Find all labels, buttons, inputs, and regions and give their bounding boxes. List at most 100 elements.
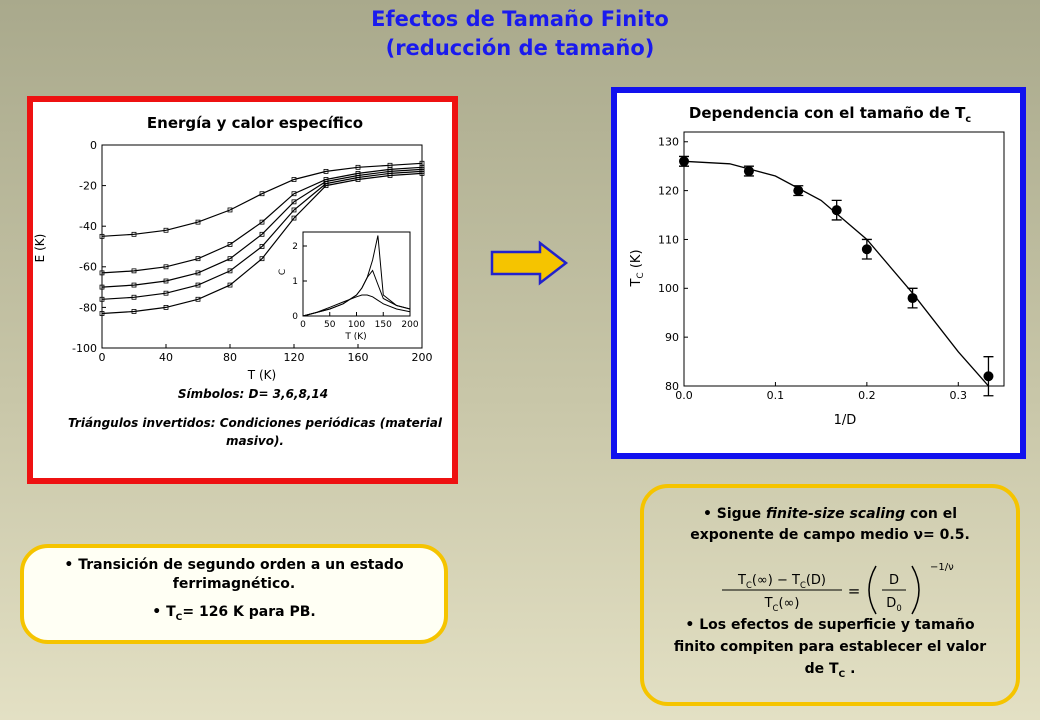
series-line: [302, 235, 411, 317]
marker: [291, 207, 297, 213]
caption: Triángulos invertidos: Condiciones perió…: [68, 416, 442, 448]
marker: [131, 309, 137, 314]
marker: [163, 278, 169, 284]
marker: [131, 282, 137, 288]
title: Efectos de Tamaño Finito: [371, 7, 669, 31]
y-tick-label: 1: [292, 277, 298, 287]
x-tick-label: 0.3: [950, 389, 968, 402]
paren: [868, 565, 877, 615]
y-tick-label: -40: [79, 220, 97, 233]
t: T: [737, 573, 746, 588]
y-tick-label: -20: [79, 179, 97, 192]
marker: [227, 256, 233, 262]
t: T: [166, 604, 176, 620]
series-line: [683, 160, 989, 387]
t: T: [764, 596, 773, 611]
marker: [793, 185, 804, 196]
marker: [259, 244, 265, 249]
series-line: [302, 294, 411, 317]
marker: [227, 207, 233, 213]
marker: [831, 205, 842, 216]
x-tick-label: 100: [348, 320, 365, 330]
y-tick-label: 0: [292, 312, 298, 322]
formula-text: TC(∞): [764, 596, 800, 613]
y-tick-label: -80: [79, 301, 97, 314]
formula-text: D0: [886, 596, 901, 613]
title: (reducción de tamaño): [386, 36, 655, 60]
marker: [323, 183, 329, 189]
y-tick-label: -100: [72, 342, 97, 355]
series-line: [101, 170, 423, 300]
caption: Símbolos: D= 3,6,8,14: [178, 387, 328, 401]
y-tick-label: 0: [90, 139, 97, 152]
t: D: [886, 596, 896, 611]
sub: C: [746, 580, 752, 590]
marker: [291, 215, 297, 221]
paren: [911, 565, 920, 615]
y-tick-label: -60: [79, 261, 97, 274]
marker: [355, 177, 361, 182]
marker: [291, 191, 297, 197]
y-tick-label: 130: [658, 136, 679, 149]
y-label-part: (K): [629, 249, 644, 272]
marker: [259, 256, 265, 262]
sub: C: [175, 612, 183, 623]
t: con el exponente de campo medio ν= 0.5.: [690, 506, 970, 543]
marker: [99, 233, 105, 239]
y-tick-label: 2: [292, 242, 298, 252]
x-tick-label: 0: [300, 320, 306, 330]
series-line: [101, 162, 423, 237]
marker: [99, 296, 105, 302]
t: (∞) − T: [752, 573, 800, 588]
t: Sigue: [716, 506, 767, 522]
marker: [259, 191, 265, 197]
exponent: −1/ν: [930, 562, 954, 573]
x-tick-label: 160: [348, 351, 369, 364]
marker: [195, 256, 201, 262]
marker: [195, 270, 201, 276]
bullet: Los efectos de superficie y tamaño finit…: [664, 614, 996, 686]
x-axis-label: T (K): [344, 332, 366, 342]
marker: [195, 219, 201, 225]
plot-frame: [302, 231, 411, 317]
marker: [323, 168, 329, 174]
marker: [131, 294, 137, 300]
x-tick-label: 40: [159, 351, 173, 364]
formula-text: TC(∞) − TC(D): [737, 573, 826, 590]
x-tick-label: 0.2: [858, 389, 876, 402]
marker: [99, 284, 105, 290]
x-tick-label: 0.1: [767, 389, 785, 402]
y-tick-label: 100: [658, 282, 679, 295]
y-axis-label: TC (K): [629, 249, 646, 287]
t: .: [845, 661, 856, 677]
formula: TC(∞) − TC(D)TC(∞)=DD0−1/ν: [722, 562, 954, 615]
marker: [291, 177, 297, 182]
marker: [163, 227, 169, 233]
x-tick-label: 150: [375, 320, 392, 330]
y-tick-label: 90: [665, 331, 679, 344]
x-axis-label: 1/D: [834, 413, 857, 428]
x-axis-label: T (K): [247, 368, 276, 382]
x-tick-label: 0: [99, 351, 106, 364]
sub: C: [773, 603, 779, 613]
y-tick-label: 120: [658, 184, 679, 197]
t: (D): [806, 573, 826, 588]
y-label-part: T: [629, 279, 644, 288]
t: finite-size scaling: [766, 506, 906, 522]
marker: [259, 219, 265, 225]
marker: [99, 311, 105, 316]
note-box: Sigue finite-size scaling con el exponen…: [640, 484, 1020, 706]
plot-frame: [683, 131, 1005, 387]
arrow: [490, 240, 569, 286]
marker: [227, 268, 233, 274]
marker: [983, 371, 994, 382]
y-tick-label: 110: [658, 233, 679, 246]
series-line: [101, 166, 423, 274]
sub: C: [800, 580, 806, 590]
sub: 0: [896, 603, 901, 613]
formula-text: D: [889, 573, 899, 588]
chart-title: Dependencia con el tamaño de Tc: [660, 102, 1000, 131]
marker: [259, 231, 265, 237]
series-line: [101, 168, 423, 288]
